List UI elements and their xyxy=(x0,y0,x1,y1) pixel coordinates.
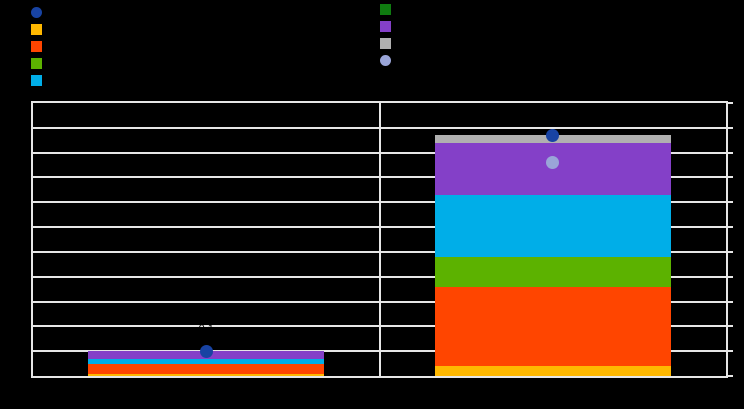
dark-green-series-square-icon xyxy=(380,4,391,15)
bar-segment-green-cat1 xyxy=(434,256,671,287)
right-axis-tick xyxy=(728,350,733,353)
amber-series-square-icon xyxy=(31,24,42,35)
category-divider-line xyxy=(378,103,381,376)
legend-item-gray-series xyxy=(380,35,397,52)
bar-segment-amber-cat0 xyxy=(88,373,325,376)
lavender-dot-series-circle-icon xyxy=(380,55,391,66)
navy-dot-marker-cat0 xyxy=(199,344,213,358)
legend-item-amber-series xyxy=(31,21,48,38)
legend-item-lavender-dot-series xyxy=(380,52,397,69)
navy-dot-marker-cat1 xyxy=(546,128,560,142)
legend-item-purple-series xyxy=(380,18,397,35)
right-axis-tick xyxy=(728,226,733,229)
legend-right xyxy=(380,1,397,69)
right-axis-tick xyxy=(728,151,733,154)
legend-item-green-series xyxy=(31,55,48,72)
cyan-series-square-icon xyxy=(31,75,42,86)
orange-red-series-square-icon xyxy=(31,41,42,52)
legend-item-dark-green-series xyxy=(380,1,397,18)
right-axis-tick xyxy=(728,275,733,278)
legend-item-cyan-series xyxy=(31,72,48,89)
bar-segment-amber-cat1 xyxy=(434,366,671,376)
plot-inner: 0.1 xyxy=(33,102,733,377)
legend-item-navy-dot-series xyxy=(31,4,48,21)
lavender-dot-marker-cat1 xyxy=(546,156,560,170)
right-axis-tick xyxy=(728,250,733,253)
plot-area: 0.1 xyxy=(31,101,733,378)
bar-segment-orange-red-cat1 xyxy=(434,286,671,367)
legend-item-orange-red-series xyxy=(31,38,48,55)
bar-data-label: 0.1 xyxy=(198,323,214,336)
legend-left xyxy=(31,4,48,89)
gray-series-square-icon xyxy=(380,38,391,49)
navy-dot-series-circle-icon xyxy=(31,7,42,18)
bar-segment-cyan-cat1 xyxy=(434,194,671,257)
right-axis-tick xyxy=(728,126,733,129)
bar-segment-cyan-cat0 xyxy=(88,358,325,364)
green-series-square-icon xyxy=(31,58,42,69)
right-axis-tick xyxy=(728,102,733,104)
right-axis-tick xyxy=(728,325,733,328)
right-axis-tick xyxy=(728,300,733,303)
right-axis-tick xyxy=(728,176,733,179)
right-axis-tick xyxy=(728,201,733,204)
bar-segment-orange-red-cat0 xyxy=(88,363,325,374)
right-axis-tick xyxy=(728,375,733,377)
purple-series-square-icon xyxy=(380,21,391,32)
